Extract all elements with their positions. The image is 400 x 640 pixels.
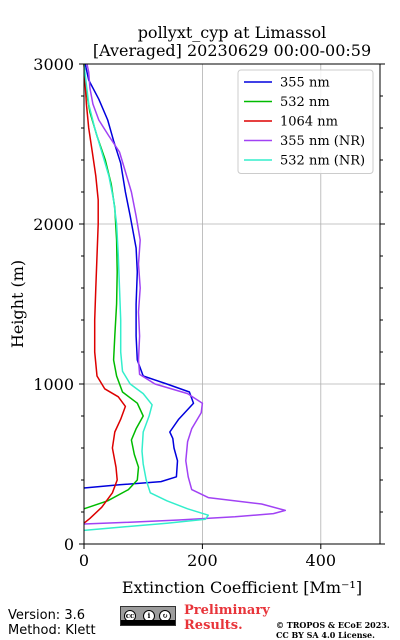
series-line xyxy=(83,63,287,525)
axis-ticks: 0 200 400 0 1000 2000 3000 xyxy=(33,55,385,570)
series-line xyxy=(83,63,144,510)
series-line xyxy=(83,63,210,532)
plot-frame xyxy=(83,63,381,545)
y-tick-label: 0 xyxy=(64,535,74,554)
preliminary-note: Preliminary Results. xyxy=(184,603,270,633)
preliminary-line1: Preliminary xyxy=(184,603,270,618)
chart-title-line2: [Averaged] 20230629 00:00-00:59 xyxy=(92,41,372,60)
preliminary-line2: Results. xyxy=(184,618,243,633)
copyright-line2: CC BY SA 4.0 License. xyxy=(276,630,375,640)
chart-title-line1: pollyxt_cyp at Limassol xyxy=(137,23,327,42)
legend-label: 532 nm (NR) xyxy=(280,154,365,169)
legend: 355 nm 532 nm 1064 nm 355 nm (NR) 532 nm (NR… xyxy=(237,69,374,174)
legend-label: 355 nm (NR) xyxy=(280,134,365,149)
copyright-line1: © TROPOS & ECoE 2023. xyxy=(276,620,390,630)
x-axis-label: Extinction Coefficient [Mm⁻¹] xyxy=(122,578,362,597)
legend-label: 532 nm xyxy=(280,95,330,110)
series-lines xyxy=(83,63,287,532)
y-tick-label: 1000 xyxy=(33,375,74,394)
y-axis-label: Height (m) xyxy=(8,260,27,348)
copyright-note: © TROPOS & ECoE 2023. CC BY SA 4.0 Licen… xyxy=(276,620,390,640)
legend-label: 355 nm xyxy=(280,76,330,91)
legend-label: 1064 nm xyxy=(280,115,338,130)
y-tick-label: 3000 xyxy=(33,55,74,74)
x-tick-label: 0 xyxy=(79,551,89,570)
legend-box xyxy=(237,69,374,174)
license-logo: cc i ↻ xyxy=(120,606,176,626)
x-tick-label: 400 xyxy=(306,551,337,570)
x-tick-label: 200 xyxy=(187,551,218,570)
version-text: Version: 3.6 xyxy=(8,608,85,623)
y-tick-label: 2000 xyxy=(33,215,74,234)
method-text: Method: Klett xyxy=(8,623,96,638)
series-line xyxy=(83,63,127,524)
